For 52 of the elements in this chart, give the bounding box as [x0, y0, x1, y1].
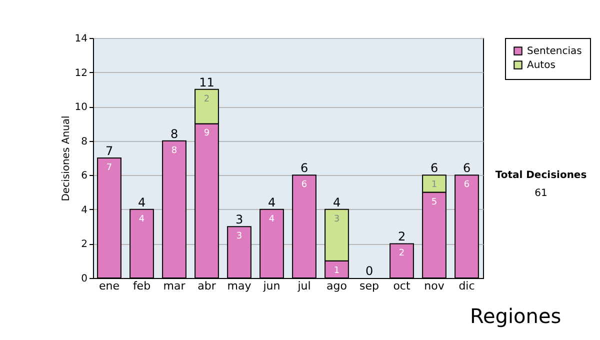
text: 61 [534, 188, 548, 199]
y-tick-label: 14 [74, 34, 88, 44]
x-tick-label: ene [98, 280, 120, 292]
data-label: 1 [431, 180, 438, 190]
data-label: 3 [334, 214, 340, 224]
total-label: 6 [430, 161, 438, 176]
y-tick-label: 12 [74, 68, 88, 79]
total-label: 0 [365, 264, 374, 278]
total-label: 3 [235, 212, 244, 227]
total-label: 4 [332, 195, 341, 210]
x-tick-label: feb [132, 280, 151, 292]
total-label: 8 [170, 126, 178, 141]
x-tick-label: jul [296, 280, 311, 292]
data-label: 4 [138, 214, 145, 224]
data-label: 6 [464, 180, 470, 190]
y-tick-label: 6 [81, 170, 88, 182]
data-label: 5 [431, 197, 438, 208]
total-label: 2 [398, 230, 406, 244]
total-label: 6 [462, 161, 471, 176]
data-label: 4 [268, 214, 275, 224]
total-label: 11 [199, 75, 214, 90]
data-label: 8 [171, 146, 178, 156]
x-tick-label: dic [458, 280, 475, 292]
data-label: 7 [106, 163, 112, 173]
x-tick-label: abr [198, 280, 216, 292]
x-tick-label: sep [360, 280, 380, 292]
total-label: 4 [138, 195, 146, 210]
y-tick-label: 10 [74, 102, 88, 114]
legend-label: Sentencias [527, 46, 582, 57]
y-tick-label: 2 [81, 239, 88, 250]
x-tick-label: mar [163, 280, 186, 292]
text: Regiones [470, 304, 562, 328]
x-tick-label: nov [424, 280, 445, 292]
data-label: 9 [204, 128, 210, 139]
x-tick-label: ago [326, 280, 348, 292]
data-label: 6 [301, 180, 308, 190]
data-label: 3 [236, 232, 242, 242]
text: Total Decisiones [494, 170, 588, 181]
y-tick-label: 0 [81, 274, 88, 284]
x-tick-label: may [227, 280, 252, 292]
y-axis-title: Decisiones Anual [60, 116, 72, 202]
data-label: 2 [204, 94, 210, 104]
total-label: 7 [105, 144, 114, 158]
legend-label: Autos [527, 60, 556, 71]
total-label: 4 [268, 195, 276, 210]
y-tick-label: 4 [81, 204, 88, 216]
y-tick-label: 8 [81, 136, 88, 148]
data-label: 2 [398, 248, 405, 259]
total-label: 6 [300, 161, 308, 176]
data-label: 1 [334, 266, 340, 276]
x-tick-label: oct [393, 280, 411, 292]
x-tick-label: jun [262, 280, 280, 292]
